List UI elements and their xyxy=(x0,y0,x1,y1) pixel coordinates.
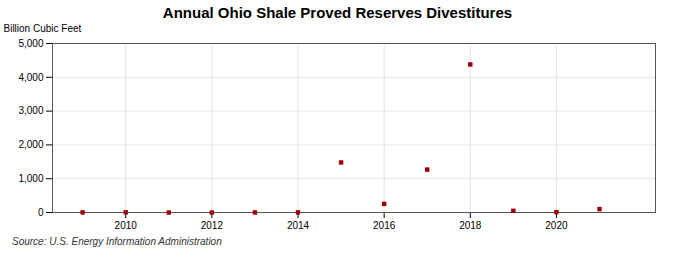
svg-text:2012: 2012 xyxy=(201,220,224,231)
svg-text:2018: 2018 xyxy=(459,220,482,231)
svg-text:2016: 2016 xyxy=(373,220,396,231)
svg-text:3,000: 3,000 xyxy=(18,105,43,116)
svg-text:2020: 2020 xyxy=(545,220,568,231)
svg-text:4,000: 4,000 xyxy=(18,72,43,83)
html-text:Annual Ohio Shale Proved Reser: Annual Ohio Shale Proved Reserves Divest… xyxy=(162,4,513,21)
svg-text:5,000: 5,000 xyxy=(18,38,43,49)
svg-text:Billion Cubic Feet: Billion Cubic Feet xyxy=(4,23,82,34)
svg-text:2,000: 2,000 xyxy=(18,139,43,150)
svg-text:0: 0 xyxy=(38,207,44,218)
html-text:Source: U.S. Energy Informatio: Source: U.S. Energy Information Administ… xyxy=(12,236,222,247)
svg-text:2010: 2010 xyxy=(115,220,138,231)
svg-text:2014: 2014 xyxy=(287,220,310,231)
svg-text:1,000: 1,000 xyxy=(18,173,43,184)
